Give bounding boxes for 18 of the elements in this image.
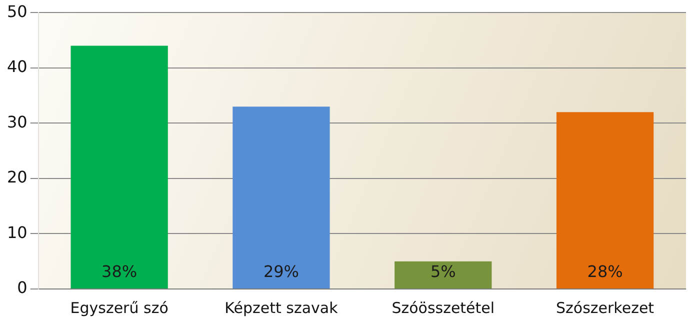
bar: [394, 261, 492, 288]
x-tick-label: Egyszerű szó: [70, 298, 168, 317]
x-tick-label: Szószerkezet: [556, 298, 654, 317]
x-tick-label: Képzett szavak: [224, 298, 338, 317]
annotation: 38%: [102, 262, 138, 282]
annotation: 29%: [263, 262, 300, 282]
bar: [556, 112, 654, 288]
y-tick-label: 10: [7, 222, 28, 242]
y-tick-label: 20: [7, 168, 28, 187]
y-tick-label: 30: [7, 112, 28, 132]
bar: [232, 106, 330, 288]
annotation: 28%: [587, 262, 623, 282]
bar: [70, 46, 168, 288]
x-tick-label: Szóösszetétel: [392, 298, 495, 317]
y-tick-label: 0: [17, 278, 28, 298]
y-tick-label: 40: [7, 57, 28, 76]
y-tick-label: 50: [7, 2, 28, 21]
annotation: 5%: [430, 262, 456, 282]
